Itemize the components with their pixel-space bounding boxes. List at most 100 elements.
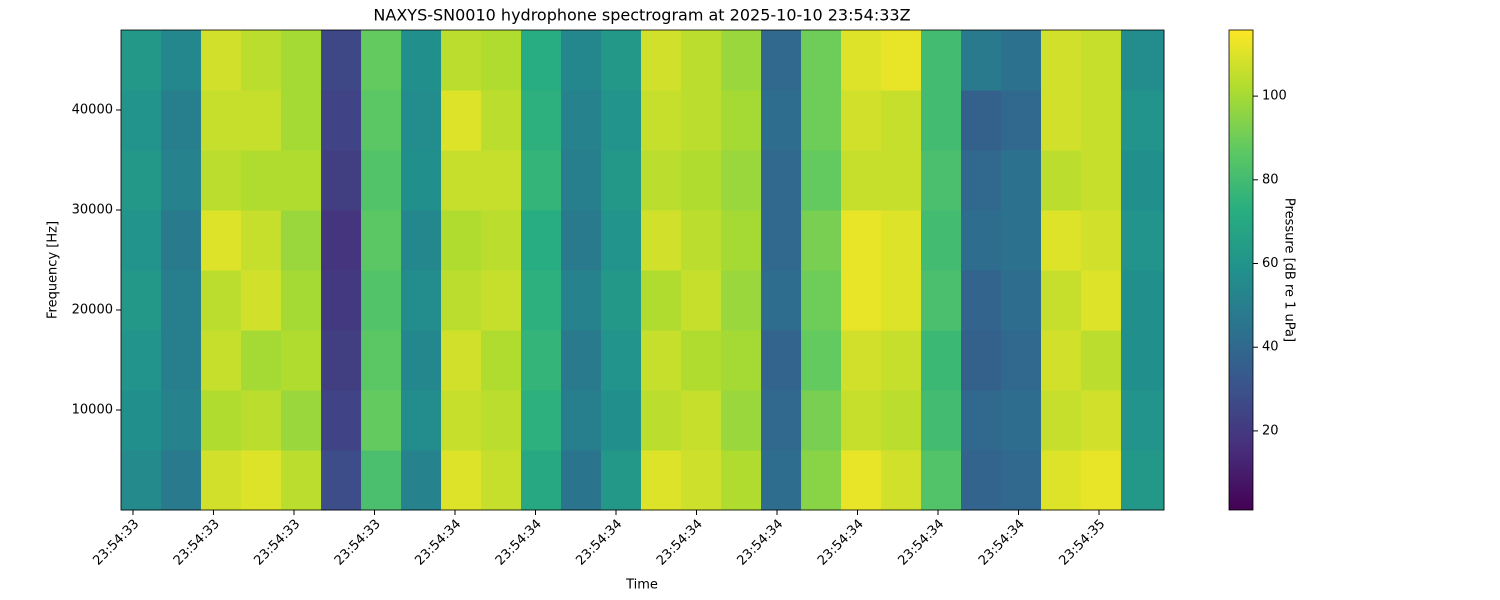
heatmap-cell (1000, 270, 1042, 331)
heatmap-cell (801, 30, 842, 91)
x-tick-label: 23:54:34 (734, 517, 786, 569)
heatmap-cell (441, 30, 482, 91)
heatmap-cell (721, 450, 762, 511)
heatmap-cell (600, 450, 642, 511)
heatmap-cell (240, 150, 282, 211)
heatmap-cell (441, 330, 482, 391)
heatmap-cell (560, 90, 602, 151)
heatmap-cell (1000, 90, 1042, 151)
heatmap-cell (640, 330, 682, 391)
heatmap-cell (200, 390, 242, 451)
heatmap-cell (321, 90, 362, 151)
x-tick-label: 23:54:33 (171, 517, 223, 569)
heatmap-cell (640, 30, 682, 91)
heatmap-cell (921, 90, 962, 151)
heatmap-cell (401, 450, 442, 511)
heatmap-cell (640, 150, 682, 211)
heatmap-cell (240, 30, 282, 91)
heatmap-cell (961, 450, 1002, 511)
heatmap-cell (240, 330, 282, 391)
x-tick-label: 23:54:34 (895, 517, 947, 569)
y-tick-label: 20000 (72, 303, 113, 318)
heatmap-cell (521, 90, 562, 151)
heatmap-cell (881, 330, 922, 391)
heatmap-cell (1120, 150, 1165, 211)
heatmap-cell (761, 450, 802, 511)
heatmap-cell (521, 270, 562, 331)
heatmap-cell (521, 150, 562, 211)
heatmap-cell (921, 330, 962, 391)
heatmap-cell (680, 270, 722, 331)
heatmap-cell (121, 150, 162, 211)
colorbar-label: Pressure [dB re 1 uPa] (1282, 198, 1297, 342)
heatmap-cell (961, 330, 1002, 391)
heatmap-cell (1080, 150, 1122, 211)
heatmap-cell (401, 270, 442, 331)
colorbar-tick-label: 100 (1262, 89, 1287, 104)
heatmap-cell (560, 450, 602, 511)
heatmap-cell (321, 150, 362, 211)
heatmap-cell (321, 450, 362, 511)
heatmap-cell (521, 210, 562, 271)
heatmap-cell (401, 150, 442, 211)
heatmap-cell (321, 210, 362, 271)
heatmap-cell (321, 270, 362, 331)
heatmap-cell (761, 90, 802, 151)
heatmap-cell (560, 210, 602, 271)
heatmap-cell (841, 30, 882, 91)
colorbar-tick-label: 40 (1262, 340, 1279, 355)
heatmap-cell (1040, 450, 1082, 511)
heatmap-cell (761, 210, 802, 271)
plot-frame (120, 29, 1165, 511)
heatmap-cell (921, 150, 962, 211)
heatmap-cell (680, 90, 722, 151)
heatmap-cell (160, 90, 202, 151)
heatmap-cell (921, 390, 962, 451)
heatmap-cell (961, 390, 1002, 451)
heatmap-cell (240, 210, 282, 271)
heatmap-cell (240, 450, 282, 511)
heatmap-cell (841, 330, 882, 391)
heatmap-cell (160, 270, 202, 331)
heatmap-cell (361, 390, 402, 451)
x-axis-label: Time (625, 578, 658, 593)
heatmap-cell (1000, 390, 1042, 451)
heatmap-cell (600, 390, 642, 451)
heatmap-cell (640, 270, 682, 331)
heatmap-cell (1000, 210, 1042, 271)
heatmap-cell (761, 150, 802, 211)
heatmap-cell (721, 330, 762, 391)
heatmap-cell (240, 270, 282, 331)
heatmap-cell (200, 450, 242, 511)
heatmap-cell (1040, 270, 1082, 331)
heatmap-cell (921, 270, 962, 331)
heatmap-cell (280, 90, 322, 151)
heatmap-cell (1000, 30, 1042, 91)
heatmap-cell (240, 390, 282, 451)
heatmap-cell (1120, 330, 1165, 391)
heatmap-cell (1080, 390, 1122, 451)
heatmap-cell (961, 150, 1002, 211)
heatmap-cell (721, 30, 762, 91)
heatmap-cell (280, 30, 322, 91)
heatmap-cell (881, 270, 922, 331)
heatmap-cell (1000, 330, 1042, 391)
y-tick-label: 40000 (72, 103, 113, 118)
heatmap-cell (801, 330, 842, 391)
heatmap-cell (321, 30, 362, 91)
heatmap-cell (600, 210, 642, 271)
heatmap-cell (680, 150, 722, 211)
heatmap-cell (560, 150, 602, 211)
heatmap-cell (801, 450, 842, 511)
heatmap-cell (801, 270, 842, 331)
x-tick-label: 23:54:35 (1056, 517, 1108, 569)
x-tick-label: 23:54:34 (976, 517, 1028, 569)
heatmap-cell (121, 270, 162, 331)
x-tick-label: 23:54:34 (815, 517, 867, 569)
heatmap-cell (1120, 390, 1165, 451)
heatmap-cell (200, 30, 242, 91)
heatmap-cell (521, 330, 562, 391)
colorbar-tick-label: 20 (1262, 423, 1279, 438)
heatmap-cell (680, 450, 722, 511)
